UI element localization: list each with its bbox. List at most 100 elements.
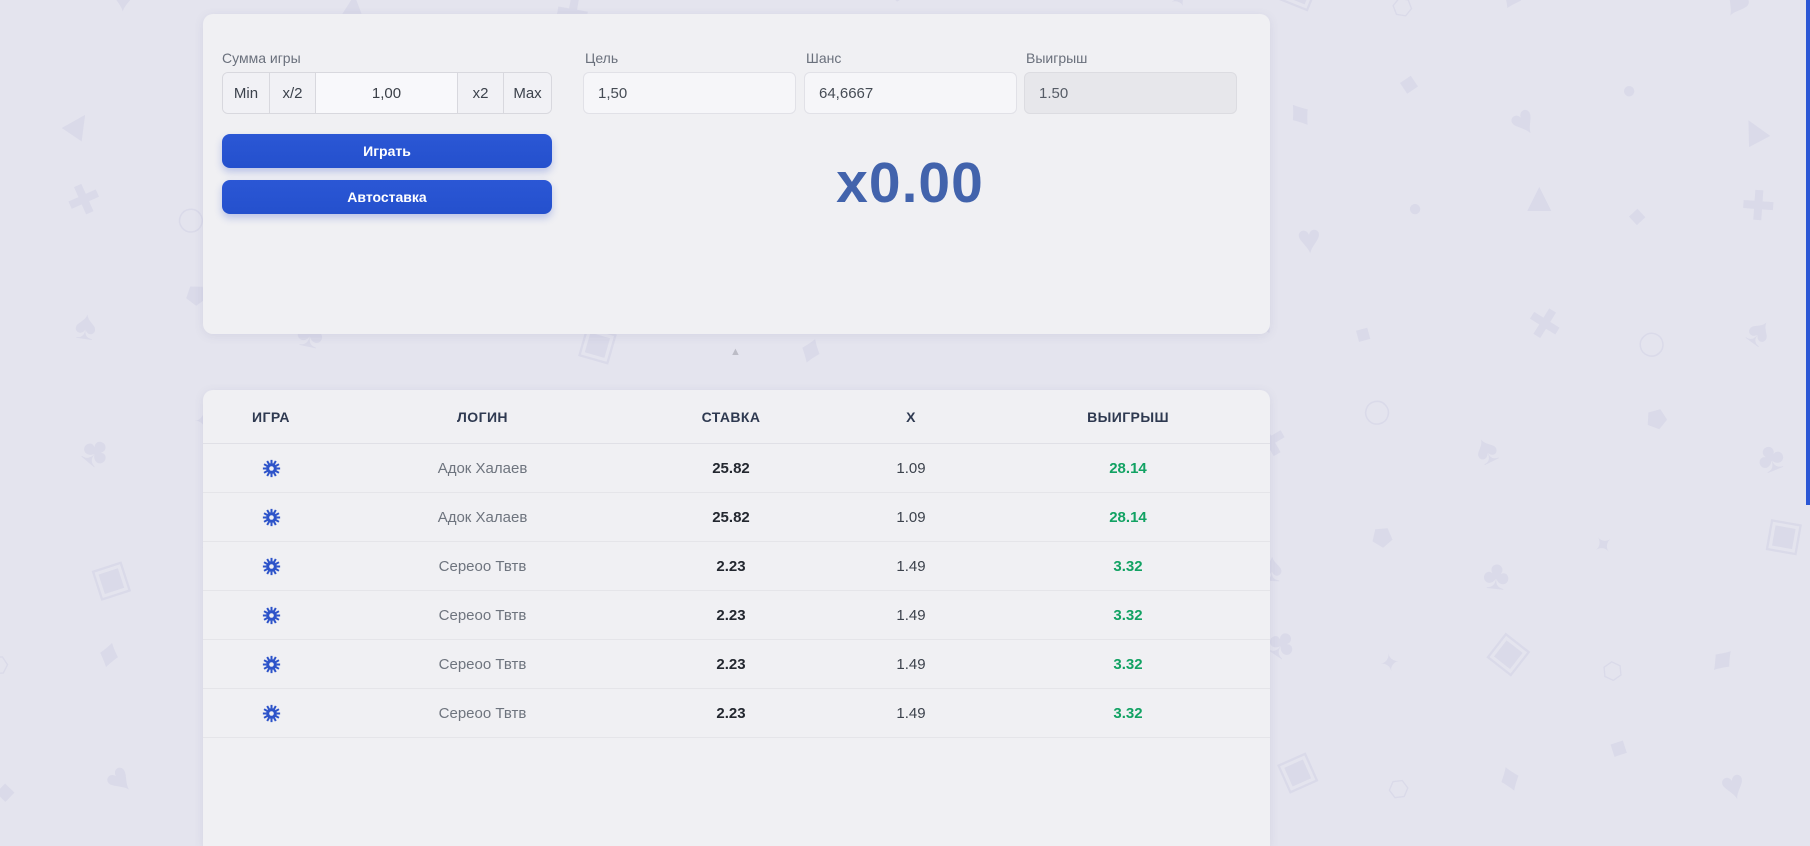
chance-input[interactable] — [804, 72, 1017, 114]
doodle-glyph: ▲ — [1724, 99, 1782, 159]
gear-icon — [262, 508, 280, 526]
table-row: Сереоо Твтв 2.23 1.49 3.32 — [203, 591, 1270, 640]
column-header-win: ВЫИГРЫШ — [1087, 408, 1169, 425]
table-row: Сереоо Твтв 2.23 1.49 3.32 — [203, 542, 1270, 591]
amount-label: Сумма игры — [222, 50, 301, 66]
target-label: Цель — [585, 50, 619, 66]
column-header-game: ИГРА — [252, 408, 290, 425]
gear-icon — [262, 704, 280, 722]
doodle-glyph: ♥ — [1295, 215, 1323, 263]
doodle-glyph: ● — [1401, 193, 1431, 224]
table-row: Адок Халаев 25.82 1.09 28.14 — [203, 493, 1270, 542]
doodle-glyph: ♥ — [1500, 95, 1546, 148]
x-cell: 1.49 — [896, 704, 926, 722]
doodle-glyph: ♠ — [1737, 306, 1783, 357]
doodle-glyph: ♥ — [1715, 0, 1760, 30]
max-button[interactable]: Max — [503, 73, 551, 113]
doodle-glyph: ✚ — [1739, 181, 1777, 231]
doodle-glyph: ♦ — [1491, 751, 1527, 803]
scrollbar-thumb[interactable] — [1806, 0, 1810, 505]
doodle-glyph: ♠ — [71, 300, 100, 350]
doodle-glyph: ■ — [1622, 201, 1652, 232]
game-cell — [203, 653, 339, 676]
doodle-glyph: ◯ — [1635, 327, 1668, 360]
column-header-x: X — [906, 408, 916, 425]
column-header-bet: СТАВКА — [701, 408, 761, 425]
doodle-glyph: ⬟ — [1365, 520, 1400, 555]
login-cell: Сереоо Твтв — [438, 704, 527, 722]
table-row: Сереоо Твтв 2.23 1.49 3.32 — [203, 689, 1270, 738]
doodle-glyph: ⬡ — [1383, 772, 1414, 807]
column-header-login: ЛОГИН — [457, 408, 508, 425]
game-cell — [203, 457, 339, 480]
doodle-glyph: ✦ — [0, 523, 5, 556]
doodle-glyph: ♣ — [71, 424, 122, 478]
doodle-glyph: ◆ — [1397, 68, 1421, 99]
min-button[interactable]: Min — [223, 73, 269, 113]
bet-cell: 2.23 — [716, 655, 746, 673]
gear-icon — [262, 655, 280, 673]
doodle-glyph: ▲ — [1519, 174, 1560, 220]
login-cell: Сереоо Твтв — [438, 655, 527, 673]
doodle-glyph: ♣ — [1480, 550, 1513, 600]
half-button[interactable]: x/2 — [269, 73, 315, 113]
history-table-card: ИГРА ЛОГИН СТАВКА X ВЫИГРЫШ — [203, 390, 1270, 846]
x-cell: 1.09 — [896, 459, 926, 477]
gear-icon — [262, 459, 280, 477]
login-cell: Сереоо Твтв — [438, 557, 527, 575]
doodle-glyph: ◆ — [0, 777, 15, 806]
win-cell: 28.14 — [1109, 459, 1147, 477]
win-cell: 3.32 — [1113, 557, 1143, 575]
bet-cell: 2.23 — [716, 704, 746, 722]
game-cell — [203, 555, 339, 578]
doodle-glyph: ◯ — [1360, 394, 1395, 429]
doodle-glyph: ▣ — [1269, 741, 1324, 799]
target-input[interactable] — [583, 72, 796, 114]
autobet-button[interactable]: Автоставка — [222, 180, 552, 214]
doodle-glyph: ◯ — [660, 0, 698, 3]
doodle-glyph: ▣ — [1273, 0, 1327, 18]
caret-up-icon: ▲ — [730, 346, 741, 358]
table-row: Сереоо Твтв 2.23 1.49 3.32 — [203, 640, 1270, 689]
game-cell — [203, 702, 339, 725]
doodle-glyph: ♦ — [1700, 635, 1747, 684]
x-cell: 1.49 — [896, 557, 926, 575]
doodle-glyph: ⬟ — [882, 0, 914, 9]
doodle-glyph: ▣ — [1761, 507, 1808, 561]
game-cell — [203, 604, 339, 627]
doodle-glyph: ▲ — [49, 92, 110, 154]
gear-icon — [262, 606, 280, 624]
doodle-glyph: ✚ — [1517, 295, 1571, 353]
x-cell: 1.49 — [896, 655, 926, 673]
doodle-glyph: ♣ — [1749, 430, 1792, 484]
play-button[interactable]: Играть — [222, 134, 552, 168]
win-cell: 3.32 — [1113, 606, 1143, 624]
x-cell: 1.09 — [896, 508, 926, 526]
doodle-glyph: ⬡ — [0, 648, 15, 683]
doodle-glyph: ● — [1618, 75, 1640, 106]
doodle-glyph: ▣ — [84, 550, 136, 606]
doodle-glyph: ♠ — [1465, 423, 1506, 475]
game-cell — [203, 506, 339, 529]
bet-cell: 25.82 — [712, 508, 750, 526]
doodle-glyph: ✦ — [1378, 648, 1403, 679]
gear-icon — [262, 557, 280, 575]
bet-cell: 2.23 — [716, 557, 746, 575]
win-output — [1024, 72, 1237, 114]
login-cell: Адок Халаев — [437, 508, 528, 526]
amount-input[interactable] — [315, 73, 457, 113]
bet-cell: 2.23 — [716, 606, 746, 624]
multiplier-display: x0.00 — [836, 151, 984, 215]
double-button[interactable]: x2 — [457, 73, 503, 113]
doodle-glyph: ✚ — [59, 172, 110, 228]
doodle-glyph: ♥ — [110, 0, 136, 21]
doodle-glyph: ♥ — [1714, 759, 1752, 811]
doodle-glyph: ⬟ — [1641, 403, 1672, 436]
win-cell: 3.32 — [1113, 655, 1143, 673]
doodle-glyph: ♦ — [93, 628, 126, 678]
doodle-glyph: ♥ — [94, 754, 144, 805]
win-cell: 3.32 — [1113, 704, 1143, 722]
table-row: Адок Халаев 25.82 1.09 28.14 — [203, 444, 1270, 493]
doodle-glyph: ◆ — [1604, 731, 1634, 764]
x-cell: 1.49 — [896, 606, 926, 624]
